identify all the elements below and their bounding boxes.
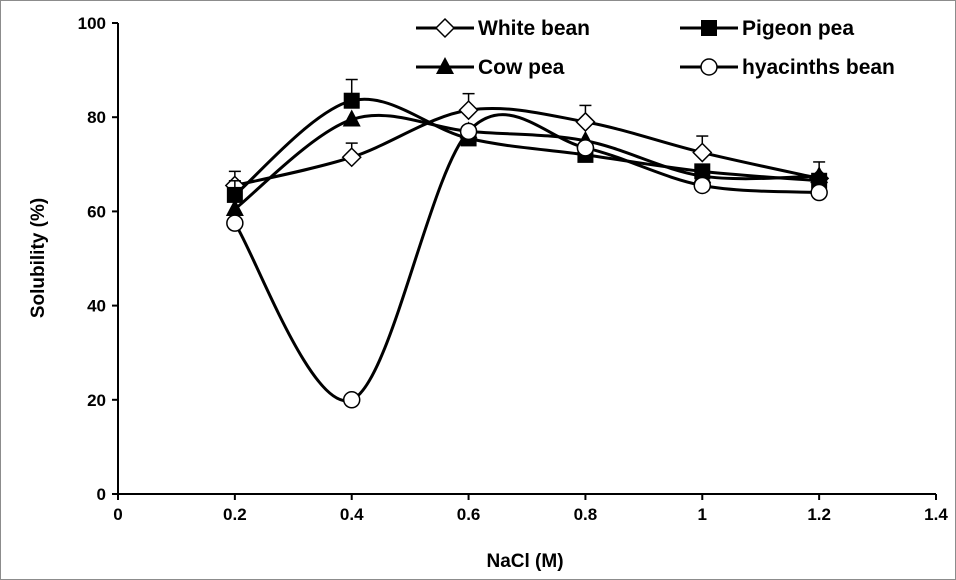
legend-marker bbox=[700, 58, 718, 76]
legend-item: Pigeon pea bbox=[680, 17, 854, 40]
data-point bbox=[576, 139, 595, 157]
legend-marker bbox=[701, 20, 717, 36]
x-tick-label: 1.4 bbox=[924, 505, 948, 524]
legend-label: Cow pea bbox=[478, 56, 565, 79]
data-point bbox=[575, 111, 596, 132]
y-tick-label: 0 bbox=[97, 485, 106, 504]
y-tick-label: 20 bbox=[87, 391, 106, 410]
data-point bbox=[810, 166, 829, 184]
legend-label: hyacinths bean bbox=[742, 56, 895, 79]
legend-item: Cow pea bbox=[416, 56, 565, 79]
x-tick-label: 0.4 bbox=[340, 505, 364, 524]
series-line bbox=[233, 97, 820, 197]
data-point bbox=[343, 92, 360, 109]
data-point bbox=[810, 183, 828, 202]
x-tick-label: 1 bbox=[698, 505, 707, 524]
x-tick-label: 1.2 bbox=[807, 505, 831, 524]
data-point bbox=[342, 109, 361, 127]
series-line bbox=[233, 113, 820, 211]
legend-label: Pigeon pea bbox=[742, 17, 854, 40]
data-point bbox=[458, 100, 479, 121]
x-tick-label: 0 bbox=[113, 505, 122, 524]
data-point bbox=[693, 176, 712, 195]
data-point bbox=[459, 122, 478, 141]
legend-label: White bean bbox=[478, 17, 590, 40]
data-point bbox=[342, 391, 361, 409]
legend-item: hyacinths bean bbox=[680, 56, 895, 79]
series-hyacinths-bean bbox=[226, 113, 828, 409]
legend: White bean Pigeon pea Cow pea hyacinths bea… bbox=[416, 17, 895, 79]
series-line bbox=[234, 106, 820, 187]
series-cow-pea bbox=[225, 109, 829, 217]
y-tick-label: 60 bbox=[87, 202, 106, 221]
x-tick-label: 0.6 bbox=[457, 505, 481, 524]
x-axis-title: NaCl (M) bbox=[486, 551, 563, 572]
x-tick-label: 0.2 bbox=[223, 505, 247, 524]
y-tick-label: 40 bbox=[87, 297, 106, 316]
data-point bbox=[226, 214, 244, 232]
legend-marker bbox=[436, 57, 454, 74]
legend-item: White bean bbox=[416, 17, 590, 40]
series-layer bbox=[224, 78, 830, 409]
series-line bbox=[233, 113, 820, 403]
y-tick-label: 100 bbox=[78, 14, 106, 33]
y-axis-title: Solubility (%) bbox=[28, 198, 49, 318]
data-point bbox=[225, 199, 244, 217]
data-point bbox=[226, 186, 243, 203]
x-tick-label: 0.8 bbox=[574, 505, 598, 524]
data-point bbox=[692, 142, 713, 163]
y-tick-label: 80 bbox=[87, 108, 106, 127]
legend-marker bbox=[434, 17, 456, 39]
axes: 0 20 40 60 80 100 0 0.2 0.4 0.6 0.8 1 1.2 1.4 bbox=[78, 14, 949, 524]
series-pigeon-pea bbox=[226, 78, 828, 203]
data-point bbox=[341, 147, 362, 168]
